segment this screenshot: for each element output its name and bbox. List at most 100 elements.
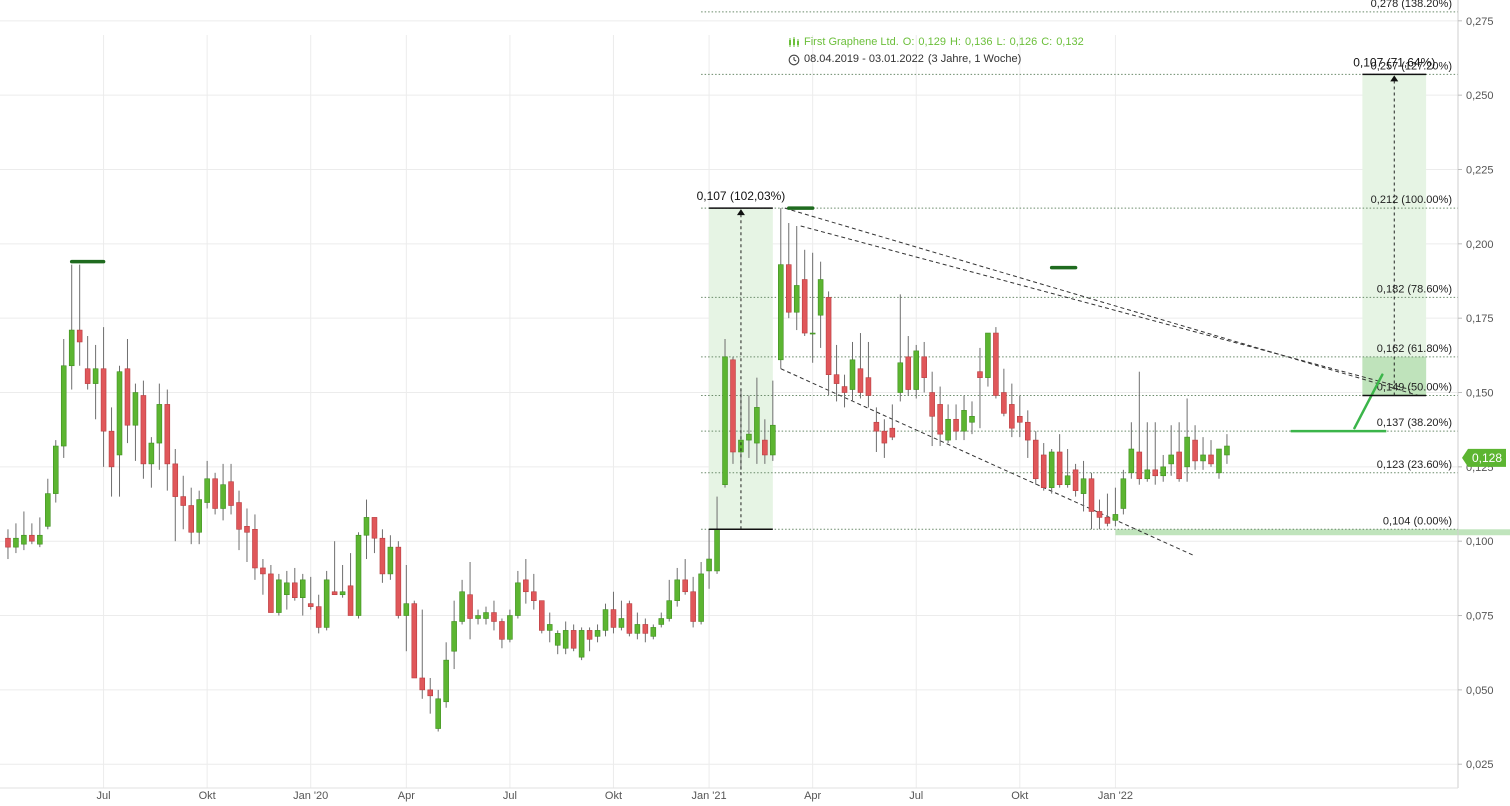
candle-body — [276, 579, 282, 613]
fib-level-label: 0,104 (0.00%) — [1383, 515, 1452, 527]
candle — [562, 621, 569, 655]
candle-body — [483, 612, 489, 619]
candle — [13, 523, 19, 554]
candle-body — [427, 689, 433, 697]
candle — [1072, 463, 1079, 497]
candle — [220, 463, 226, 521]
candle — [84, 336, 91, 390]
annotations — [69, 206, 1387, 433]
x-tick-label: Okt — [605, 790, 622, 802]
candle — [268, 564, 274, 613]
candle-body — [116, 371, 123, 456]
candle-body — [100, 368, 107, 432]
candle — [1056, 434, 1063, 488]
fib-level-label: 0,123 (23.60%) — [1377, 459, 1452, 471]
candle — [515, 570, 521, 619]
candle-body — [244, 526, 250, 533]
candle-body — [1032, 439, 1039, 480]
y-tick-label: 0,075 — [1466, 611, 1494, 623]
candle-body — [610, 609, 617, 628]
candle — [793, 225, 800, 331]
fib-level-label: 0,212 (100.00%) — [1371, 194, 1452, 206]
candle-body — [411, 603, 418, 679]
candle — [1168, 425, 1174, 476]
candle-body — [29, 534, 35, 542]
candle-body — [212, 478, 218, 509]
candle — [60, 338, 67, 458]
candle-body — [355, 534, 362, 616]
candle — [785, 223, 792, 319]
candle-body — [435, 698, 441, 729]
candle-body — [1025, 421, 1031, 441]
candle — [459, 579, 465, 625]
candle-body — [1144, 469, 1151, 480]
candle-body — [1009, 404, 1015, 429]
current-price-badge — [1462, 448, 1506, 467]
candle — [1144, 422, 1151, 482]
fib-level-label: 0,182 (78.60%) — [1377, 283, 1452, 295]
candle — [554, 630, 561, 655]
candle — [833, 344, 840, 402]
x-tick-label: Jul — [503, 790, 517, 802]
candle — [618, 600, 625, 631]
high-value: 0,136 — [964, 36, 993, 48]
candle-body — [770, 424, 776, 456]
measurement-arrow-head — [1390, 75, 1399, 82]
measurement-zones — [709, 74, 1510, 536]
fib-level-label: 0,278 (138.20%) — [1371, 0, 1452, 10]
y-tick-label: 0,025 — [1466, 759, 1494, 771]
ohlc-line: First Graphene Ltd. O: 0,129 H: 0,136 L: 0,… — [788, 34, 1084, 51]
candle — [1064, 449, 1071, 488]
candle-body — [499, 621, 505, 640]
candle-body — [292, 582, 298, 598]
candle-body — [1200, 454, 1206, 462]
trendline — [784, 207, 1419, 396]
candle — [778, 208, 784, 369]
support-zone — [1115, 529, 1510, 536]
candle — [363, 499, 370, 560]
candle — [1152, 422, 1159, 485]
candle-body — [21, 534, 27, 545]
candle-body — [148, 442, 155, 465]
candle-body — [315, 606, 322, 628]
candle — [483, 606, 489, 625]
candle-body — [268, 573, 274, 613]
y-tick-label: 0,250 — [1466, 90, 1494, 102]
candle-body — [108, 430, 115, 468]
candle — [945, 404, 951, 444]
candle-body — [961, 410, 967, 432]
candle-body — [746, 433, 752, 441]
candle-body — [347, 585, 354, 616]
candle-body — [817, 279, 824, 316]
candle — [1080, 460, 1087, 512]
candle — [236, 490, 242, 551]
current-price-marker: 0,128 — [1462, 448, 1506, 467]
candle — [315, 594, 322, 634]
candle — [730, 356, 736, 464]
candle-body — [284, 582, 290, 596]
candle — [825, 291, 832, 396]
candle-body — [929, 392, 935, 417]
candle-body — [37, 534, 43, 545]
candle — [403, 564, 410, 652]
candle — [228, 463, 234, 515]
candle — [507, 609, 513, 643]
candle-body — [260, 567, 266, 575]
candle — [754, 377, 760, 464]
trendline — [800, 225, 1411, 391]
y-tick-label: 0,275 — [1466, 16, 1494, 28]
current-price-label: 0,128 — [1472, 451, 1502, 465]
candle-body — [1192, 439, 1198, 462]
candle — [762, 419, 768, 464]
candle-body — [531, 591, 537, 601]
candle — [419, 609, 426, 699]
candle — [905, 336, 912, 396]
candle-body — [92, 368, 99, 384]
candle-body — [132, 392, 139, 426]
candle-body — [387, 546, 394, 575]
candle-body — [626, 603, 633, 634]
clock-icon — [788, 54, 800, 65]
candle-body — [180, 496, 187, 506]
